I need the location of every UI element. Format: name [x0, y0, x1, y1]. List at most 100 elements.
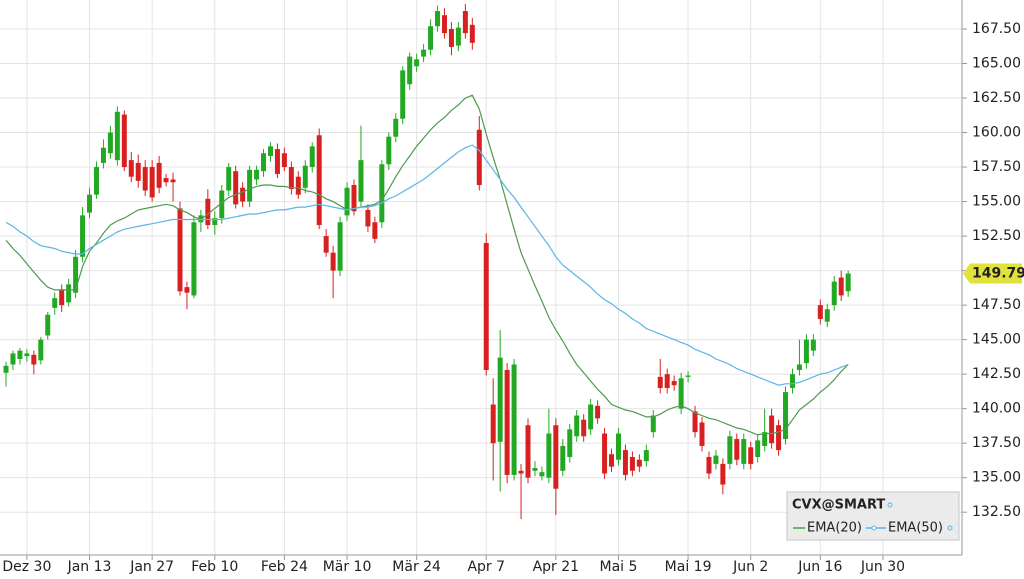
ema-line — [5, 94, 849, 436]
candle-body — [142, 167, 148, 191]
candle-body — [365, 209, 371, 227]
candle-body — [149, 167, 155, 198]
last-price-label: 149.79 — [972, 265, 1024, 281]
last-price-marker — [963, 263, 1022, 284]
candle-body — [845, 273, 851, 292]
candle-body — [379, 164, 385, 223]
candle-body — [769, 415, 775, 444]
candle-body — [448, 28, 454, 47]
candle-body — [316, 135, 322, 226]
candle-body — [87, 194, 93, 213]
candle-body — [205, 198, 211, 226]
candle-body — [414, 59, 420, 67]
candle-body — [309, 146, 315, 168]
candle-body — [107, 132, 113, 154]
candle-body — [128, 160, 134, 177]
candle-body — [323, 236, 329, 253]
candle-body — [532, 468, 538, 471]
candle-body — [685, 375, 691, 377]
x-tick-label: Feb 24 — [261, 559, 308, 575]
candle-body — [219, 190, 225, 219]
candle-body — [483, 242, 489, 370]
candle-body — [462, 11, 468, 34]
candle-body — [755, 440, 761, 457]
candle-body — [45, 314, 51, 336]
candle-body — [80, 215, 86, 257]
y-tick-label: 152.50 — [972, 228, 1021, 244]
candle-body — [59, 289, 65, 306]
candle-body — [762, 432, 768, 446]
candle-body — [720, 463, 726, 485]
candle-body — [810, 339, 816, 351]
candle-body — [400, 70, 406, 119]
candle-body — [622, 450, 628, 475]
candle-body — [692, 411, 698, 433]
candle-body — [428, 26, 434, 50]
candle-body — [121, 114, 127, 168]
candle-body — [261, 153, 267, 172]
candle-body — [372, 222, 378, 239]
y-tick-label: 140.00 — [972, 401, 1021, 417]
candle-body — [504, 370, 510, 475]
candle-body — [386, 136, 392, 165]
candle-body — [100, 147, 106, 163]
candle-body — [93, 167, 99, 195]
legend-dot — [871, 525, 877, 531]
y-tick-label: 135.00 — [972, 470, 1021, 486]
candle-body — [337, 222, 343, 271]
candle-body — [38, 339, 44, 361]
x-tick-label: Apr 21 — [533, 559, 579, 575]
candle-body — [699, 422, 705, 446]
candle-body — [247, 169, 253, 202]
candle-body — [435, 11, 441, 27]
candle-body — [546, 433, 552, 478]
candle-body — [789, 374, 795, 388]
candle-body — [344, 187, 350, 216]
candle-body — [643, 450, 649, 462]
candle-body — [295, 176, 301, 195]
candle-body — [636, 459, 642, 467]
x-tick-label: Jun 30 — [860, 559, 905, 575]
candle-body — [657, 376, 663, 388]
candle-body — [330, 252, 336, 271]
candle-body — [476, 129, 482, 185]
candle-body — [288, 167, 294, 190]
candle-body — [574, 415, 580, 437]
candle-body — [650, 415, 656, 433]
y-tick-label: 157.50 — [972, 159, 1021, 175]
candle-body — [831, 281, 837, 306]
candle-body — [254, 169, 260, 180]
candle-body — [671, 381, 677, 386]
candle-body — [588, 404, 594, 430]
plot — [3, 4, 851, 520]
candle-body — [184, 287, 190, 293]
legend-dot — [887, 502, 893, 508]
candle-body — [191, 222, 197, 296]
candle-body — [560, 445, 566, 471]
legend-box — [786, 491, 960, 541]
candle-body — [497, 357, 503, 442]
candle-body — [393, 118, 399, 137]
x-tick-label: Jan 27 — [129, 559, 174, 575]
candle-body — [66, 284, 72, 303]
candle-body — [776, 425, 782, 451]
x-tick-label: Mär 24 — [392, 559, 441, 575]
y-tick-label: 145.00 — [972, 332, 1021, 348]
candle-body — [817, 305, 823, 319]
x-tick-label: Jan 13 — [67, 559, 112, 575]
candle-body — [240, 187, 246, 202]
candle-body — [73, 256, 79, 293]
candle-body — [163, 178, 169, 183]
candle-body — [31, 354, 37, 365]
candle-body — [441, 15, 447, 34]
y-tick-label: 142.50 — [972, 366, 1021, 382]
x-tick-label: Mai 19 — [665, 559, 712, 575]
candle-body — [629, 456, 635, 471]
candle-body — [796, 364, 802, 370]
legend-label: EMA(50) — [888, 521, 943, 536]
candle-body — [469, 24, 475, 43]
candle-body — [609, 454, 615, 467]
x-tick-label: Dez 30 — [2, 559, 51, 575]
legend-dot — [947, 525, 953, 531]
